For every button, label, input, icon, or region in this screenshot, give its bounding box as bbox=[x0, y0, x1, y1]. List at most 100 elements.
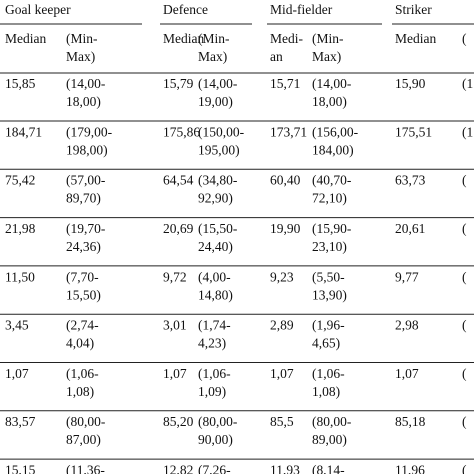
cell-text: 3,01 bbox=[163, 318, 187, 333]
cell-text: 21,98 bbox=[5, 221, 36, 236]
cell-text: 85,18 bbox=[395, 414, 426, 429]
cell-text: 1,07 bbox=[5, 366, 29, 381]
cell-text: (40,70- bbox=[312, 173, 352, 188]
cell-text: ( bbox=[462, 269, 467, 284]
cell-text: (14,00- bbox=[312, 76, 352, 91]
cell-text: (179,00- bbox=[66, 124, 113, 139]
cell-text: 184,71 bbox=[5, 124, 42, 139]
cell-text: 1,07 bbox=[395, 366, 419, 381]
cell-text: 15,90 bbox=[395, 76, 426, 91]
cell-text: 9,77 bbox=[395, 269, 419, 284]
cell-text: 24,36) bbox=[66, 239, 101, 254]
cell-text: (1,96- bbox=[312, 318, 345, 333]
cell-text: 83,57 bbox=[5, 414, 36, 429]
cell-text: (1,06- bbox=[198, 366, 231, 381]
cell-text: 75,42 bbox=[5, 173, 35, 188]
cell-text: 11,50 bbox=[5, 269, 35, 284]
cell-text: 3,45 bbox=[5, 318, 29, 333]
cell-text: 1,07 bbox=[163, 366, 187, 381]
cell-text: 85,5 bbox=[270, 414, 294, 429]
cell-text: 60,40 bbox=[270, 173, 301, 188]
cell-text: 72,10) bbox=[312, 191, 347, 206]
cell-text: 9,23 bbox=[270, 269, 294, 284]
cell-text: (1,06- bbox=[312, 366, 345, 381]
cell-text: 1,07 bbox=[270, 366, 294, 381]
cell-text: (Min- bbox=[66, 31, 98, 46]
cell-text: (19,70- bbox=[66, 221, 106, 236]
cell-text: Max) bbox=[312, 49, 341, 64]
cell-text: (80,00- bbox=[198, 414, 238, 429]
cell-text: (4,00- bbox=[198, 269, 231, 284]
cell-text: 89,70) bbox=[66, 191, 101, 206]
cell-text: 2,98 bbox=[395, 318, 419, 333]
cell-text: 92,90) bbox=[198, 191, 233, 206]
cell-text: (1 bbox=[462, 124, 473, 139]
cell-text: (1 bbox=[462, 76, 473, 91]
cell-text: (1,74- bbox=[198, 318, 231, 333]
cell-text: (2,74- bbox=[66, 318, 99, 333]
cell-text: 195,00) bbox=[198, 142, 240, 157]
cell-text: (34,80- bbox=[198, 173, 238, 188]
cell-text: (14,00- bbox=[66, 76, 106, 91]
cell-text: 87,00) bbox=[66, 432, 101, 447]
cell-text: Median bbox=[395, 31, 436, 46]
cell-text: 4,23) bbox=[198, 336, 226, 351]
cell-text: 14,80) bbox=[198, 287, 233, 302]
cell-text: 19,00) bbox=[198, 94, 233, 109]
cell-text: Medi- bbox=[270, 31, 303, 46]
cell-text: (80,00- bbox=[312, 414, 352, 429]
cell-text: (7,70- bbox=[66, 269, 99, 284]
cell-text: Median bbox=[5, 31, 46, 46]
cell-text: 90,00) bbox=[198, 432, 233, 447]
cell-text: 85,20 bbox=[163, 414, 194, 429]
cell-text: (150,00- bbox=[198, 124, 245, 139]
cell-text: (Min- bbox=[198, 31, 230, 46]
cell-text: (8,14- bbox=[312, 462, 345, 474]
cell-text: (80,00- bbox=[66, 414, 106, 429]
cell-text: (15,90- bbox=[312, 221, 352, 236]
cell-text: ( bbox=[462, 414, 467, 429]
cell-text: Max) bbox=[198, 49, 227, 64]
cell-text: 20,69 bbox=[163, 221, 194, 236]
cell-text: 2,89 bbox=[270, 318, 294, 333]
cell-text: 1,08) bbox=[66, 384, 94, 399]
cell-text: (14,00- bbox=[198, 76, 238, 91]
cell-text: 198,00) bbox=[66, 142, 108, 157]
cell-text: ( bbox=[462, 318, 467, 333]
cell-text: ( bbox=[462, 366, 467, 381]
cell-text: 63,73 bbox=[395, 173, 426, 188]
cell-text: (15,50- bbox=[198, 221, 238, 236]
cell-text: 173,71 bbox=[270, 124, 307, 139]
cell-text: 9,72 bbox=[163, 269, 187, 284]
group-header: Striker bbox=[395, 2, 432, 17]
cell-text: 15,15 bbox=[5, 462, 36, 474]
cell-text: ( bbox=[462, 462, 467, 474]
cell-text: 11,96 bbox=[395, 462, 425, 474]
group-header: Goal keeper bbox=[5, 2, 71, 17]
cell-text: 19,90 bbox=[270, 221, 301, 236]
cell-text: Median bbox=[163, 31, 204, 46]
group-header: Defence bbox=[163, 2, 208, 17]
cell-text: 1,09) bbox=[198, 384, 226, 399]
cell-text: ( bbox=[462, 173, 467, 188]
cell-text: (Min- bbox=[312, 31, 344, 46]
cell-text: ( bbox=[462, 31, 467, 46]
cell-text: 18,00) bbox=[66, 94, 101, 109]
cell-text: 175,86 bbox=[163, 124, 200, 139]
cell-text: (7,26- bbox=[198, 462, 231, 474]
cell-text: 18,00) bbox=[312, 94, 347, 109]
cell-text: (5,50- bbox=[312, 269, 345, 284]
cell-text: 11,93 bbox=[270, 462, 300, 474]
cell-text: 4,65) bbox=[312, 336, 340, 351]
cell-text: 175,51 bbox=[395, 124, 432, 139]
cell-text: 12,82 bbox=[163, 462, 193, 474]
cell-text: 15,85 bbox=[5, 76, 36, 91]
cell-text: 89,00) bbox=[312, 432, 347, 447]
cell-text: 184,00) bbox=[312, 142, 354, 157]
cell-text: Max) bbox=[66, 49, 95, 64]
cell-text: (1,06- bbox=[66, 366, 99, 381]
cell-text: 23,10) bbox=[312, 239, 347, 254]
group-header: Mid-fielder bbox=[270, 2, 333, 17]
cell-text: 64,54 bbox=[163, 173, 194, 188]
cell-text: 15,50) bbox=[66, 287, 101, 302]
